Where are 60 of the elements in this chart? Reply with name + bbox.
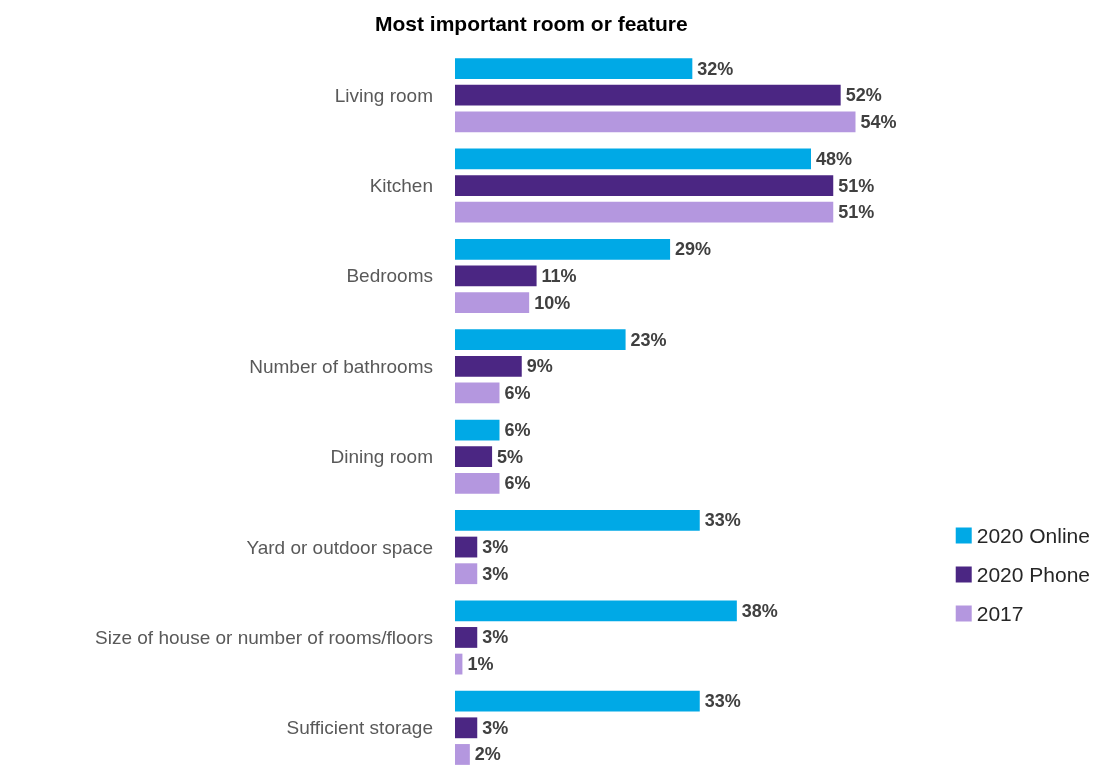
data-label: 3%: [482, 563, 509, 584]
data-label: 23%: [630, 329, 667, 350]
bar: [455, 472, 500, 494]
bar: [455, 510, 700, 531]
y-tick-label: Kitchen: [369, 175, 433, 197]
data-label: 51%: [838, 175, 875, 196]
y-tick-label: Dining room: [330, 446, 433, 468]
data-label: 3%: [482, 627, 509, 648]
data-label: 6%: [504, 473, 531, 494]
legend-label: 2017: [976, 602, 1024, 625]
bar: [455, 238, 671, 260]
data-label: 3%: [482, 717, 509, 738]
y-tick-label: Sufficient storage: [286, 717, 433, 739]
bar: [455, 58, 693, 79]
bar: [455, 148, 811, 170]
bar: [455, 536, 478, 558]
y-tick-label: Size of house or number of rooms/floors: [95, 626, 433, 648]
y-tick-label: Yard or outdoor space: [246, 536, 433, 558]
data-label: 48%: [816, 148, 853, 169]
bar: [455, 84, 841, 106]
bar: [455, 329, 626, 351]
bar: [455, 690, 700, 712]
bar: [455, 744, 470, 765]
data-label: 33%: [704, 691, 741, 712]
chart-title: Most important room or feature: [375, 12, 688, 35]
bar: [455, 446, 493, 468]
data-label: 52%: [845, 85, 882, 106]
data-label: 5%: [497, 446, 524, 467]
bar: [455, 382, 500, 404]
data-label: 1%: [467, 654, 494, 675]
bar: [455, 292, 530, 313]
data-label: 9%: [526, 356, 553, 377]
bar: [455, 717, 478, 739]
y-tick-label: Number of bathrooms: [249, 355, 433, 377]
data-label: 6%: [504, 420, 531, 441]
bar: [455, 111, 856, 133]
y-tick-label: Bedrooms: [346, 265, 433, 287]
bar: [455, 201, 834, 223]
legend-label: 2020 Phone: [976, 563, 1091, 586]
bar: [455, 627, 478, 648]
bar: [455, 419, 500, 441]
bar: [455, 600, 737, 622]
data-label: 29%: [675, 239, 712, 260]
bar: [455, 653, 463, 675]
legend-label: 2020 Online: [976, 524, 1090, 547]
data-label: 38%: [741, 600, 778, 621]
data-label: 32%: [697, 58, 734, 79]
data-label: 10%: [534, 292, 571, 313]
bar: [455, 563, 478, 585]
data-label: 6%: [504, 382, 531, 403]
data-label: 3%: [482, 537, 509, 558]
data-label: 54%: [860, 111, 897, 132]
bar: [455, 265, 537, 287]
y-tick-label: Living room: [334, 84, 433, 106]
bar: [455, 355, 522, 377]
data-label: 11%: [541, 265, 577, 286]
bar: [455, 175, 834, 196]
data-label: 2%: [474, 744, 501, 765]
data-label: 33%: [704, 510, 741, 531]
data-label: 51%: [838, 202, 875, 223]
